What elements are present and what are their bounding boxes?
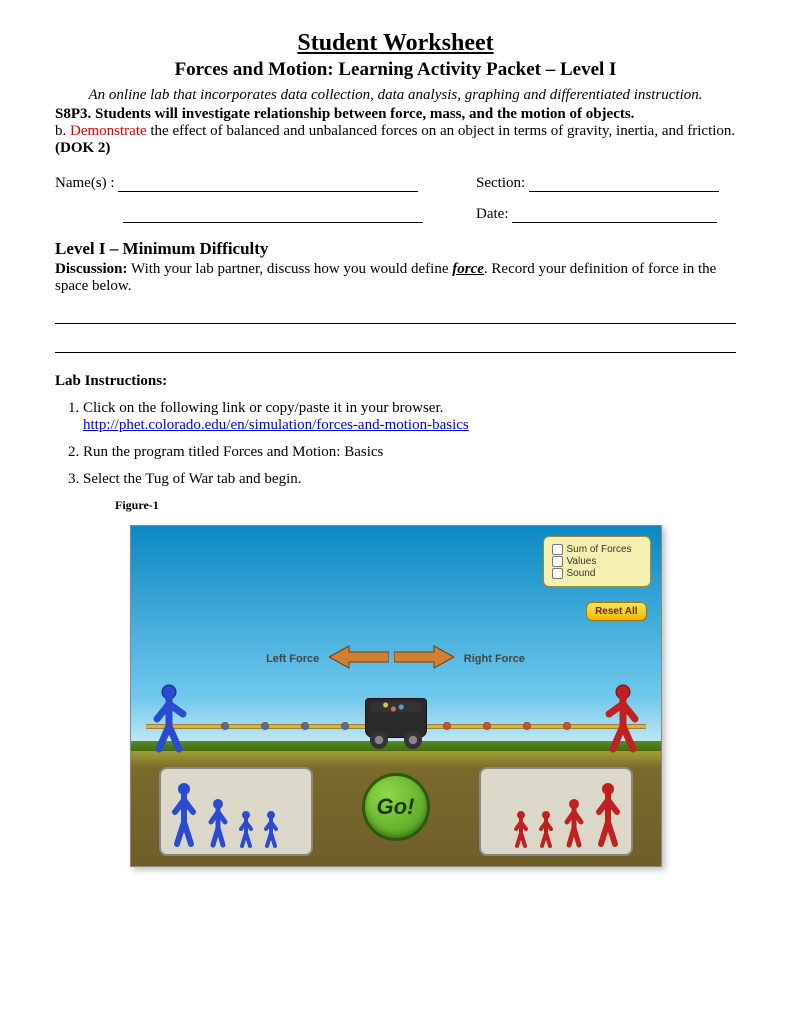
right-force-label: Right Force xyxy=(464,653,525,665)
blue-puller-sm2[interactable] xyxy=(236,810,256,850)
rope-knot-red[interactable] xyxy=(523,722,531,730)
section-blank[interactable] xyxy=(529,177,719,192)
force-word: force xyxy=(452,261,484,277)
checkbox-icon xyxy=(552,556,563,567)
rope-knot-blue[interactable] xyxy=(221,722,229,730)
rope-knot-blue[interactable] xyxy=(301,722,309,730)
cart-wheel-icon xyxy=(370,731,388,749)
names-label: Name(s) : xyxy=(55,175,115,191)
blue-puller-med[interactable] xyxy=(169,782,199,850)
panel-sound-label: Sound xyxy=(567,568,596,579)
page-description: An online lab that incorporates data col… xyxy=(55,87,736,104)
demonstrate-word: Demonstrate xyxy=(70,123,147,139)
answer-line-2[interactable] xyxy=(55,334,736,353)
reset-button[interactable]: Reset All xyxy=(586,602,646,621)
worksheet-page: Student Worksheet Forces and Motion: Lea… xyxy=(0,0,791,907)
standard-item-prefix: b. xyxy=(55,123,70,139)
simulation-figure: Sum of Forces Values Sound Reset All Lef… xyxy=(130,525,662,867)
name-section-row: Name(s) : Section: xyxy=(55,175,736,192)
level-header: Level I – Minimum Difficulty xyxy=(55,239,736,259)
rope-knot-red[interactable] xyxy=(443,722,451,730)
panel-item-sum[interactable]: Sum of Forces xyxy=(552,544,642,555)
red-puller-sm2[interactable] xyxy=(536,810,556,850)
date-label: Date: xyxy=(476,206,508,222)
instruction-1: Click on the following link or copy/past… xyxy=(83,400,736,434)
checkbox-icon xyxy=(552,568,563,579)
sim-control-panel: Sum of Forces Values Sound xyxy=(543,536,651,587)
instructions-list: Click on the following link or copy/past… xyxy=(83,400,736,488)
left-force-label: Left Force xyxy=(266,653,319,665)
blue-puller-sm3[interactable] xyxy=(261,810,281,850)
discussion-block: Discussion: With your lab partner, discu… xyxy=(55,261,736,295)
red-puller-sm3[interactable] xyxy=(511,810,531,850)
name-blank-1[interactable] xyxy=(118,177,418,192)
name-date-row: Date: xyxy=(55,206,736,223)
sim-grass xyxy=(131,741,661,751)
rope-knot-blue[interactable] xyxy=(341,722,349,730)
panel-values-label: Values xyxy=(567,556,597,567)
instruction-1-text: Click on the following link or copy/past… xyxy=(83,400,443,416)
force-arrows: Left Force Right Force xyxy=(131,644,661,674)
dok-label: (DOK 2) xyxy=(55,140,110,156)
answer-line-1[interactable] xyxy=(55,305,736,324)
discussion-label: Discussion: xyxy=(55,261,128,277)
instruction-2: Run the program titled Forces and Motion… xyxy=(83,444,736,461)
page-title: Student Worksheet xyxy=(55,30,736,57)
panel-item-values[interactable]: Values xyxy=(552,556,642,567)
blue-puller-box xyxy=(159,767,313,856)
phet-link[interactable]: http://phet.colorado.edu/en/simulation/f… xyxy=(83,417,469,433)
date-blank[interactable] xyxy=(512,208,717,223)
blue-puller-sm1[interactable] xyxy=(206,798,230,850)
name-blank-2[interactable] xyxy=(123,208,423,223)
figure-label: Figure-1 xyxy=(115,498,736,513)
standard-block: S8P3. Students will investigate relation… xyxy=(55,106,736,157)
rope-knot-blue[interactable] xyxy=(261,722,269,730)
panel-sum-label: Sum of Forces xyxy=(567,544,632,555)
sim-cart xyxy=(365,698,427,738)
red-puller-sm1[interactable] xyxy=(562,798,586,850)
left-arrow-icon xyxy=(329,644,389,674)
standard-item-rest: the effect of balanced and unbalanced fo… xyxy=(147,123,736,139)
go-button[interactable]: Go! xyxy=(362,773,430,841)
rope-knot-red[interactable] xyxy=(483,722,491,730)
lab-header: Lab Instructions: xyxy=(55,373,736,390)
discussion-text-1: With your lab partner, discuss how you w… xyxy=(128,261,453,277)
rope-knot-red[interactable] xyxy=(563,722,571,730)
right-arrow-icon xyxy=(394,644,454,674)
section-label: Section: xyxy=(476,175,525,191)
page-subtitle: Forces and Motion: Learning Activity Pac… xyxy=(55,59,736,81)
panel-item-sound[interactable]: Sound xyxy=(552,568,642,579)
red-puller-box xyxy=(479,767,633,856)
checkbox-icon xyxy=(552,544,563,555)
instruction-3: Select the Tug of War tab and begin. xyxy=(83,471,736,488)
cart-wheel-icon xyxy=(404,731,422,749)
standard-code: S8P3. Students will investigate relation… xyxy=(55,106,634,122)
red-puller-med[interactable] xyxy=(593,782,623,850)
